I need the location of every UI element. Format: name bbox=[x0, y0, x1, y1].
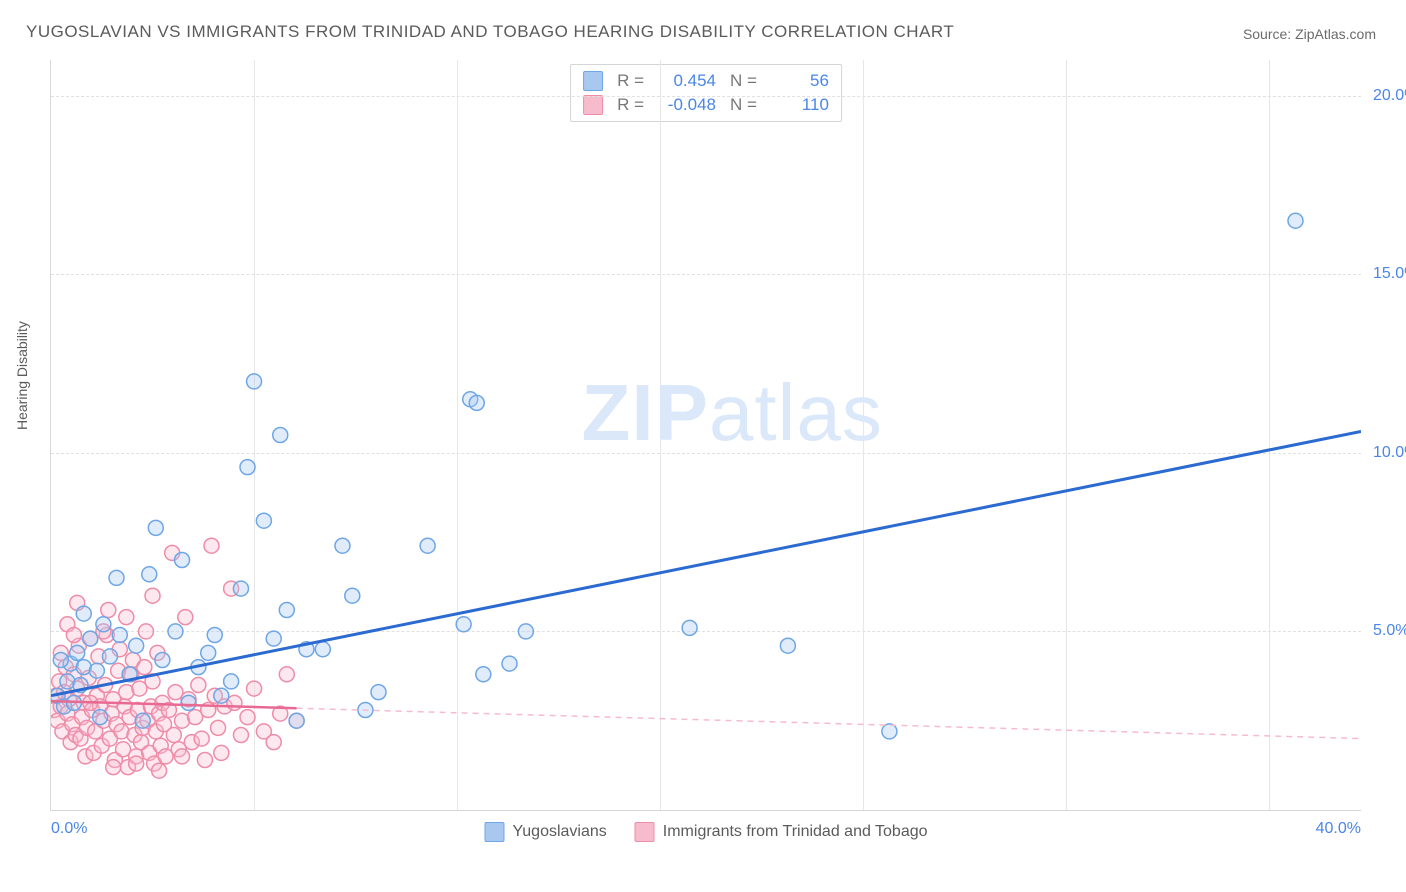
y-tick-label: 5.0% bbox=[1363, 622, 1406, 640]
data-point-yugo bbox=[201, 645, 216, 660]
data-point-yugo bbox=[129, 638, 144, 653]
data-point-tt bbox=[152, 763, 167, 778]
data-point-tt bbox=[101, 603, 116, 618]
legend-item-yugo: Yugoslavians bbox=[484, 822, 606, 842]
legend-label: Immigrants from Trinidad and Tobago bbox=[663, 823, 928, 841]
data-point-yugo bbox=[371, 685, 386, 700]
data-point-yugo bbox=[256, 513, 271, 528]
data-point-tt bbox=[211, 720, 226, 735]
y-axis-label: Hearing Disability bbox=[14, 321, 30, 430]
swatch-yugo bbox=[484, 822, 504, 842]
source-label: Source: ZipAtlas.com bbox=[1243, 26, 1376, 42]
data-point-tt bbox=[214, 745, 229, 760]
data-point-yugo bbox=[207, 628, 222, 643]
data-point-tt bbox=[129, 756, 144, 771]
data-point-yugo bbox=[315, 642, 330, 657]
data-point-tt bbox=[106, 760, 121, 775]
y-tick-label: 20.0% bbox=[1363, 87, 1406, 105]
data-point-tt bbox=[194, 731, 209, 746]
data-point-yugo bbox=[289, 713, 304, 728]
data-point-tt bbox=[145, 588, 160, 603]
data-point-tt bbox=[233, 728, 248, 743]
data-point-yugo bbox=[335, 538, 350, 553]
scatter-svg bbox=[51, 60, 1361, 810]
data-point-yugo bbox=[214, 688, 229, 703]
data-point-yugo bbox=[476, 667, 491, 682]
data-point-yugo bbox=[168, 624, 183, 639]
data-point-yugo bbox=[882, 724, 897, 739]
trend-line-dash-tt bbox=[297, 708, 1361, 738]
data-point-yugo bbox=[456, 617, 471, 632]
data-point-yugo bbox=[148, 520, 163, 535]
y-tick-label: 10.0% bbox=[1363, 444, 1406, 462]
data-point-tt bbox=[166, 728, 181, 743]
data-point-tt bbox=[178, 610, 193, 625]
data-point-tt bbox=[204, 538, 219, 553]
data-point-tt bbox=[266, 735, 281, 750]
data-point-yugo bbox=[518, 624, 533, 639]
data-point-yugo bbox=[240, 460, 255, 475]
data-point-tt bbox=[247, 681, 262, 696]
data-point-yugo bbox=[70, 645, 85, 660]
data-point-yugo bbox=[135, 713, 150, 728]
data-point-yugo bbox=[93, 710, 108, 725]
data-point-yugo bbox=[345, 588, 360, 603]
data-point-yugo bbox=[102, 649, 117, 664]
data-point-yugo bbox=[279, 603, 294, 618]
data-point-yugo bbox=[89, 663, 104, 678]
data-point-yugo bbox=[266, 631, 281, 646]
data-point-yugo bbox=[780, 638, 795, 653]
data-point-yugo bbox=[96, 617, 111, 632]
y-tick-label: 15.0% bbox=[1363, 265, 1406, 283]
data-point-yugo bbox=[109, 570, 124, 585]
data-point-yugo bbox=[247, 374, 262, 389]
data-point-tt bbox=[66, 628, 81, 643]
legend-label: Yugoslavians bbox=[512, 823, 606, 841]
data-point-yugo bbox=[175, 553, 190, 568]
data-point-yugo bbox=[502, 656, 517, 671]
data-point-yugo bbox=[76, 606, 91, 621]
data-point-yugo bbox=[181, 695, 196, 710]
data-point-tt bbox=[240, 710, 255, 725]
data-point-yugo bbox=[224, 674, 239, 689]
data-point-yugo bbox=[83, 631, 98, 646]
data-point-yugo bbox=[142, 567, 157, 582]
plot-area: ZIPatlas R = 0.454 N = 56 R = -0.048 N =… bbox=[50, 60, 1361, 811]
data-point-tt bbox=[137, 660, 152, 675]
data-point-yugo bbox=[155, 653, 170, 668]
data-point-yugo bbox=[1288, 213, 1303, 228]
legend-item-tt: Immigrants from Trinidad and Tobago bbox=[635, 822, 928, 842]
chart-title: YUGOSLAVIAN VS IMMIGRANTS FROM TRINIDAD … bbox=[26, 22, 954, 42]
data-point-yugo bbox=[53, 653, 68, 668]
data-point-yugo bbox=[469, 395, 484, 410]
bottom-legend: Yugoslavians Immigrants from Trinidad an… bbox=[484, 822, 927, 842]
data-point-yugo bbox=[420, 538, 435, 553]
x-tick-label: 40.0% bbox=[1316, 820, 1361, 838]
data-point-yugo bbox=[112, 628, 127, 643]
swatch-tt bbox=[635, 822, 655, 842]
data-point-tt bbox=[279, 667, 294, 682]
x-tick-label: 0.0% bbox=[51, 820, 87, 838]
data-point-tt bbox=[138, 624, 153, 639]
data-point-tt bbox=[175, 749, 190, 764]
data-point-tt bbox=[119, 610, 134, 625]
data-point-yugo bbox=[682, 620, 697, 635]
data-point-yugo bbox=[233, 581, 248, 596]
data-point-yugo bbox=[273, 428, 288, 443]
data-point-tt bbox=[191, 678, 206, 693]
data-point-tt bbox=[197, 753, 212, 768]
